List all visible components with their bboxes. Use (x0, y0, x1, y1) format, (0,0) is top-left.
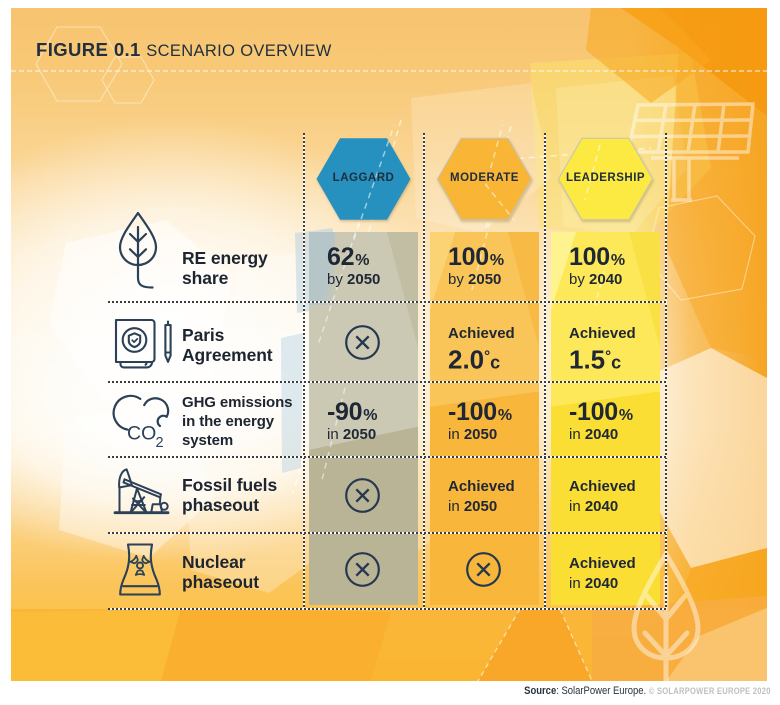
svg-text:CO: CO (127, 423, 156, 445)
svg-text:2: 2 (156, 435, 164, 448)
